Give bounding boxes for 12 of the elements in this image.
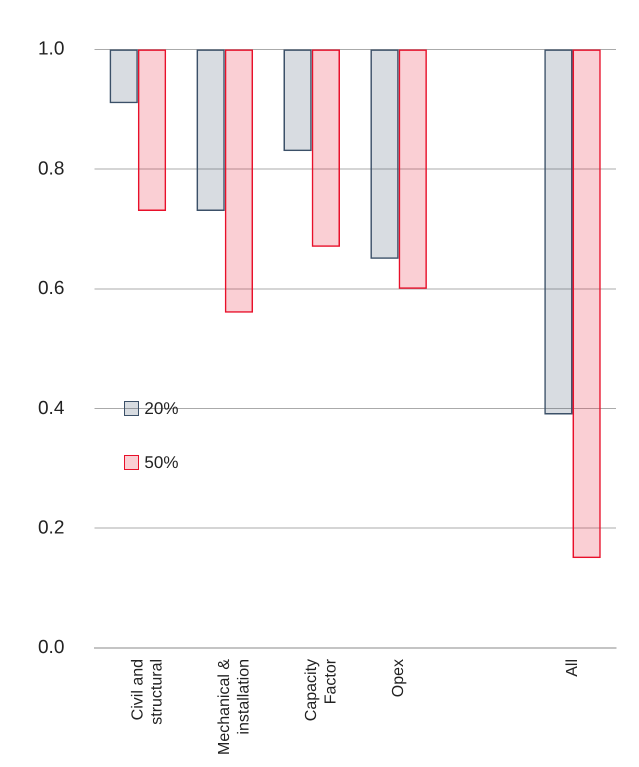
legend-label: 20%: [144, 398, 178, 419]
x-tick-label: Opex: [390, 658, 408, 698]
y-tick-label: 1.0: [38, 38, 64, 60]
y-tick-label: 0.6: [38, 278, 64, 300]
y-tick-label: 0.0: [38, 637, 64, 658]
y-tick-label: 0.4: [38, 398, 65, 419]
x-tick-label: Capacity Factor: [303, 658, 340, 722]
y-tick-label: 0.2: [38, 517, 64, 538]
x-tick-label: All: [564, 658, 581, 677]
y-tick-label: 0.8: [38, 158, 64, 180]
legend-label: 50%: [144, 452, 178, 473]
x-tick-label: Civil and structural: [129, 658, 166, 725]
